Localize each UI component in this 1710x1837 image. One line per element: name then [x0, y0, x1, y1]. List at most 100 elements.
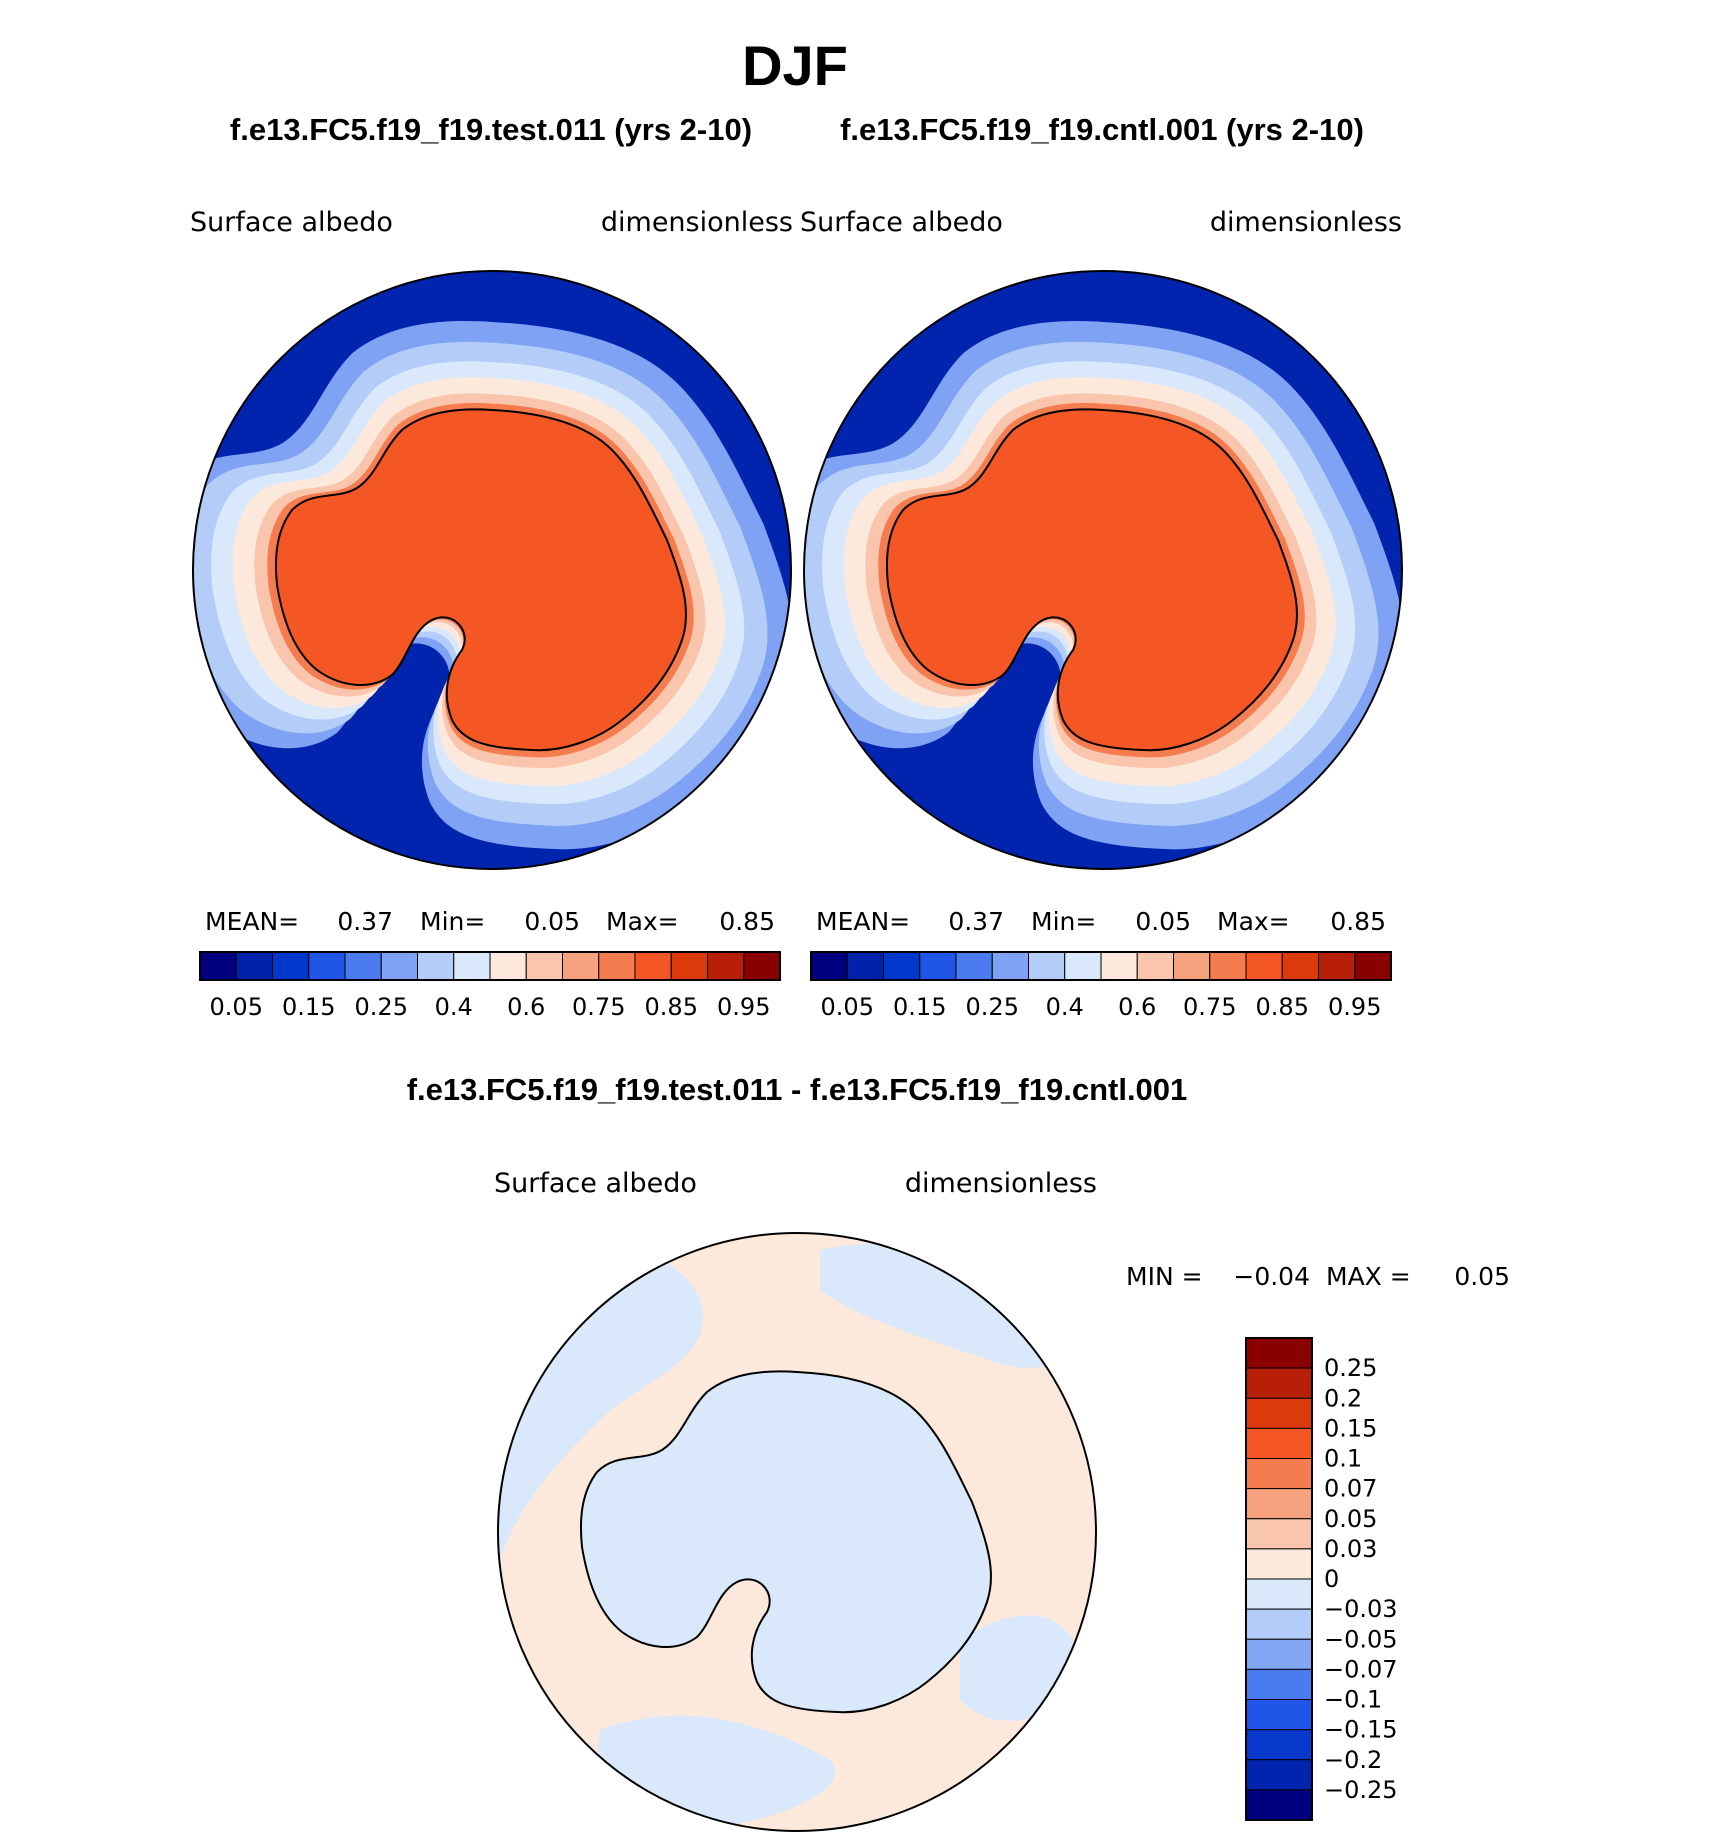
colorbar-swatch [1245, 1759, 1313, 1791]
colorbar-tick-label: −0.15 [1324, 1716, 1398, 1744]
colorbar-swatch [810, 951, 848, 981]
panel-test-right-label: dimensionless [601, 207, 793, 238]
colorbar-swatch [1245, 1608, 1313, 1640]
colorbar-tick-label: −0.05 [1324, 1625, 1398, 1653]
colorbar-swatch [1245, 1337, 1313, 1369]
colorbar-tick-label: 0.75 [1183, 993, 1236, 1021]
colorbar-tick-label: 0.15 [1324, 1414, 1377, 1442]
panel-test-stats: MEAN= 0.37 Min= 0.05 Max= 0.85 [205, 907, 775, 936]
colorbar-swatch [743, 951, 781, 981]
colorbar-tick-label: 0.1 [1324, 1445, 1362, 1473]
map-border [497, 1232, 1097, 1832]
colorbar-swatch [883, 951, 921, 981]
colorbar-tick-label: 0.2 [1324, 1384, 1362, 1412]
colorbar-tick-label: 0.6 [1118, 993, 1156, 1021]
colorbar-tick-label: 0.25 [1324, 1354, 1377, 1382]
colorbar-swatch [1100, 951, 1138, 981]
colorbar-frame [1245, 1337, 1313, 1821]
panel-diff-left-label: Surface albedo [494, 1168, 697, 1199]
panel-cntl: f.e13.FC5.f19_f19.cntl.001 (yrs 2-10) Su… [800, 112, 1403, 1021]
colorbar-tick-label: −0.1 [1324, 1686, 1382, 1714]
colorbar-swatch [1318, 951, 1356, 981]
colorbar-swatch [1245, 1578, 1313, 1610]
map-border [803, 270, 1403, 870]
panel-test: f.e13.FC5.f19_f19.test.011 (yrs 2-10) Su… [190, 112, 793, 1021]
colorbar-tick-label: 0.85 [1256, 993, 1309, 1021]
colorbar-swatch [489, 951, 527, 981]
colorbar-swatch [525, 951, 563, 981]
negative-patch [960, 1615, 1080, 1721]
colorbar-swatch [1245, 1458, 1313, 1490]
colorbar-tick-label: 0.15 [282, 993, 335, 1021]
colorbar-swatch [1136, 951, 1174, 981]
colorbar-tick-label: 0.03 [1324, 1535, 1377, 1563]
panel-cntl-left-label: Surface albedo [800, 207, 1003, 238]
colorbar-swatch [562, 951, 600, 981]
panel-diff-map [498, 1233, 1096, 1831]
colorbar-tick-label: 0.05 [210, 993, 263, 1021]
colorbar-tick-label: 0.85 [645, 993, 698, 1021]
panel-cntl-right-label: dimensionless [1210, 207, 1402, 238]
min-label: MIN = [1126, 1262, 1203, 1291]
max-value: 0.85 [1330, 907, 1386, 936]
colorbar-swatch [919, 951, 957, 981]
panel-diff-stats: MIN = −0.04 MAX = 0.05 [1126, 1262, 1510, 1291]
panel-diff-colorbar: 0.250.20.150.10.070.050.030−0.03−0.05−0.… [1245, 1337, 1398, 1821]
colorbar-tick-label: −0.25 [1324, 1776, 1398, 1804]
colorbar-swatch [1245, 1367, 1313, 1399]
max-label: Max= [606, 907, 679, 936]
colorbar-tick-label: −0.03 [1324, 1595, 1398, 1623]
colorbar-swatch [453, 951, 491, 981]
colorbar-tick-label: 0.4 [435, 993, 473, 1021]
colorbar-tick-label: 0.07 [1324, 1475, 1377, 1503]
panel-cntl-title: f.e13.FC5.f19_f19.cntl.001 (yrs 2-10) [840, 112, 1364, 147]
colorbar-swatch [1245, 1729, 1313, 1761]
colorbar-swatch [1209, 951, 1247, 981]
colorbar-swatch [1245, 1789, 1313, 1821]
panel-diff-title: f.e13.FC5.f19_f19.test.011 - f.e13.FC5.f… [407, 1072, 1188, 1107]
colorbar-swatch [707, 951, 745, 981]
colorbar-tick-label: 0.6 [507, 993, 545, 1021]
max-value: 0.05 [1454, 1262, 1510, 1291]
mean-value: 0.37 [948, 907, 1004, 936]
colorbar-swatch [1245, 1668, 1313, 1700]
mean-value: 0.37 [337, 907, 393, 936]
max-label: MAX = [1326, 1262, 1411, 1291]
min-value: 0.05 [524, 907, 580, 936]
panel-cntl-map [804, 271, 1402, 869]
max-value: 0.85 [719, 907, 775, 936]
colorbar-swatch [380, 951, 418, 981]
panel-test-map [193, 271, 791, 869]
colorbar-tick-label: 0.25 [966, 993, 1019, 1021]
colorbar-swatch [1245, 1427, 1313, 1459]
colorbar-tick-label: 0.4 [1046, 993, 1084, 1021]
colorbar-swatch [1064, 951, 1102, 981]
colorbar-tick-label: −0.07 [1324, 1655, 1398, 1683]
min-value: −0.04 [1233, 1262, 1310, 1291]
colorbar-swatch [344, 951, 382, 981]
colorbar-swatch [1245, 1699, 1313, 1731]
colorbar-frame [810, 951, 1392, 981]
colorbar-swatch [634, 951, 672, 981]
panel-cntl-stats: MEAN= 0.37 Min= 0.05 Max= 0.85 [816, 907, 1386, 936]
colorbar-swatch [1245, 1518, 1313, 1550]
map-border [192, 270, 792, 870]
colorbar-swatch [991, 951, 1029, 981]
panel-test-colorbar: 0.05 0.15 0.25 0.4 0.6 0.75 0.85 0.95 [199, 951, 781, 1021]
mean-label: MEAN= [816, 907, 910, 936]
colorbar-tick-label: 0 [1324, 1565, 1339, 1593]
colorbar-swatch [1245, 1397, 1313, 1429]
colorbar-swatch [846, 951, 884, 981]
min-label: Min= [1031, 907, 1096, 936]
colorbar-tick-label: 0.95 [1328, 993, 1381, 1021]
colorbar-tick-label: 0.95 [717, 993, 770, 1021]
colorbar-tick-label: 0.25 [355, 993, 408, 1021]
colorbar-swatch [1245, 1548, 1313, 1580]
colorbar-tick-label: −0.2 [1324, 1746, 1382, 1774]
panel-test-left-label: Surface albedo [190, 207, 393, 238]
colorbar-swatch [670, 951, 708, 981]
colorbar-tick-label: 0.05 [821, 993, 874, 1021]
colorbar-swatch [272, 951, 310, 981]
min-value: 0.05 [1135, 907, 1191, 936]
